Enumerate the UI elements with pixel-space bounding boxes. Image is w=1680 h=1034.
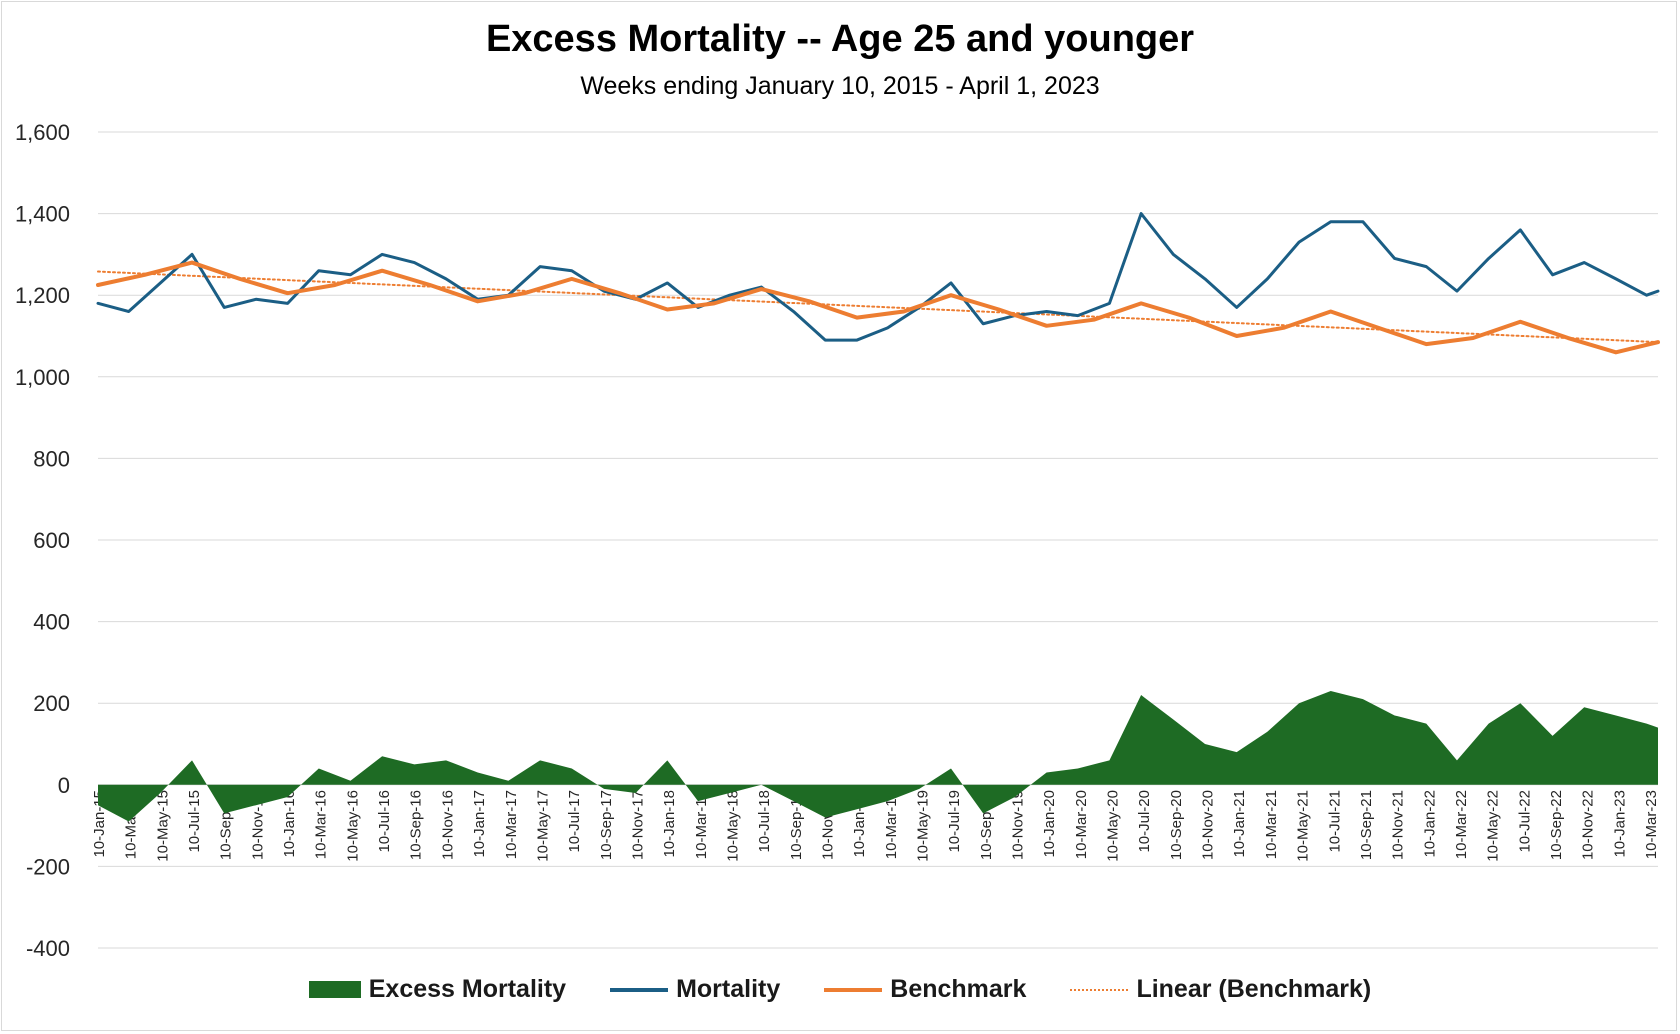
- x-tick-label: 10-Nov-19: [1010, 790, 1027, 860]
- x-tick-label: 10-Mar-19: [883, 790, 900, 859]
- x-tick-label: 10-Sep-17: [598, 790, 615, 860]
- y-tick-label: 1,600: [15, 120, 70, 145]
- x-tick-label: 10-Jul-22: [1516, 790, 1533, 853]
- series-line-mortality: [96, 212, 1660, 342]
- legend-label-benchmark: Benchmark: [890, 975, 1027, 1003]
- x-tick-label: 10-Jul-21: [1326, 790, 1343, 853]
- x-tick-label: 10-Mar-18: [693, 790, 710, 859]
- x-tick-label: 10-Sep-21: [1358, 790, 1375, 860]
- x-tick-label: 10-Jul-16: [376, 790, 393, 853]
- x-tick-label: 10-May-15: [154, 790, 171, 862]
- legend-item-benchmark: Benchmark: [824, 975, 1026, 1004]
- legend-swatch-excess: [308, 981, 361, 998]
- x-tick-label: 10-Nov-21: [1390, 790, 1407, 860]
- x-tick-label: 10-Mar-22: [1453, 790, 1470, 859]
- x-tick-label: 10-Nov-15: [249, 790, 266, 860]
- legend-item-excess: Excess Mortality: [308, 975, 567, 1004]
- x-tick-label: 10-Jul-15: [186, 790, 203, 853]
- x-tick-label: 10-Jul-20: [1136, 790, 1153, 853]
- x-tick-label: 10-Jul-17: [566, 790, 583, 853]
- x-tick-label: 10-Mar-23: [1643, 790, 1660, 859]
- x-tick-label: 10-Mar-20: [1073, 790, 1090, 859]
- legend-item-mortality: Mortality: [610, 975, 780, 1004]
- y-tick-label: 600: [33, 528, 70, 553]
- x-tick-label: 10-Jul-19: [946, 790, 963, 853]
- legend-label-excess: Excess Mortality: [368, 975, 567, 1003]
- x-tick-label: 10-Sep-20: [1168, 790, 1185, 860]
- x-tick-label: 10-May-16: [344, 790, 361, 862]
- x-tick-label: 10-Mar-16: [313, 790, 330, 859]
- y-tick-label: -400: [26, 936, 70, 961]
- x-tick-label: 10-Jan-17: [471, 790, 488, 858]
- x-tick-label: 10-Nov-16: [439, 790, 456, 860]
- x-tick-label: 10-May-18: [724, 790, 741, 862]
- y-tick-label: 400: [33, 610, 70, 635]
- legend: Excess Mortality Mortality Benchmark Lin…: [0, 975, 1680, 1004]
- chart-title: Excess Mortality -- Age 25 and younger: [485, 18, 1195, 60]
- x-tick-label: 10-Jan-23: [1611, 790, 1628, 858]
- y-tick-label: 1,000: [15, 365, 70, 390]
- x-tick-label: 10-May-20: [1105, 790, 1122, 862]
- chart-subtitle: Weeks ending January 10, 2015 - April 1,…: [580, 72, 1100, 100]
- legend-label-mortality: Mortality: [676, 975, 781, 1003]
- x-tick-label: 10-Nov-22: [1580, 790, 1597, 860]
- x-tick-label: 10-Jan-16: [281, 790, 298, 858]
- x-tick-label: 10-Jan-20: [1041, 790, 1058, 858]
- legend-swatch-linear: [1070, 988, 1129, 991]
- x-tick-label: 10-Jan-18: [661, 790, 678, 858]
- legend-item-linear: Linear (Benchmark): [1070, 975, 1371, 1004]
- x-tick-label: 10-May-21: [1295, 790, 1312, 862]
- x-tick-label: 10-May-22: [1485, 790, 1502, 862]
- x-tick-label: 10-May-17: [534, 790, 551, 862]
- x-tick-label: 10-Nov-20: [1200, 790, 1217, 860]
- x-tick-label: 10-Sep-22: [1548, 790, 1565, 860]
- x-tick-label: 10-Jul-18: [756, 790, 773, 853]
- series-line-benchmark: [96, 260, 1660, 355]
- legend-label-linear: Linear (Benchmark): [1136, 975, 1372, 1003]
- y-tick-label: -200: [26, 854, 70, 879]
- x-tick-label: 10-Mar-17: [503, 790, 520, 859]
- legend-swatch-mortality: [610, 987, 669, 992]
- series-area-excess-mortality: [98, 690, 1658, 822]
- x-tick-label: 10-Sep-18: [788, 790, 805, 860]
- y-tick-label: 200: [33, 691, 70, 716]
- x-tick-label: 10-Sep-16: [408, 790, 425, 860]
- legend-swatch-benchmark: [824, 987, 883, 992]
- x-tick-label: 10-Mar-21: [1263, 790, 1280, 859]
- y-tick-label: 1,200: [15, 283, 70, 308]
- series-line-linear-benchmark: [97, 270, 1659, 344]
- x-tick-label: 10-May-19: [915, 790, 932, 862]
- x-tick-label: 10-Jan-22: [1421, 790, 1438, 858]
- y-tick-label: 1,400: [15, 202, 70, 227]
- y-tick-label: 800: [33, 446, 70, 471]
- x-tick-label: 10-Jan-21: [1231, 790, 1248, 858]
- x-tick-label: 10-Nov-17: [629, 790, 646, 860]
- y-tick-label: 0: [58, 773, 70, 798]
